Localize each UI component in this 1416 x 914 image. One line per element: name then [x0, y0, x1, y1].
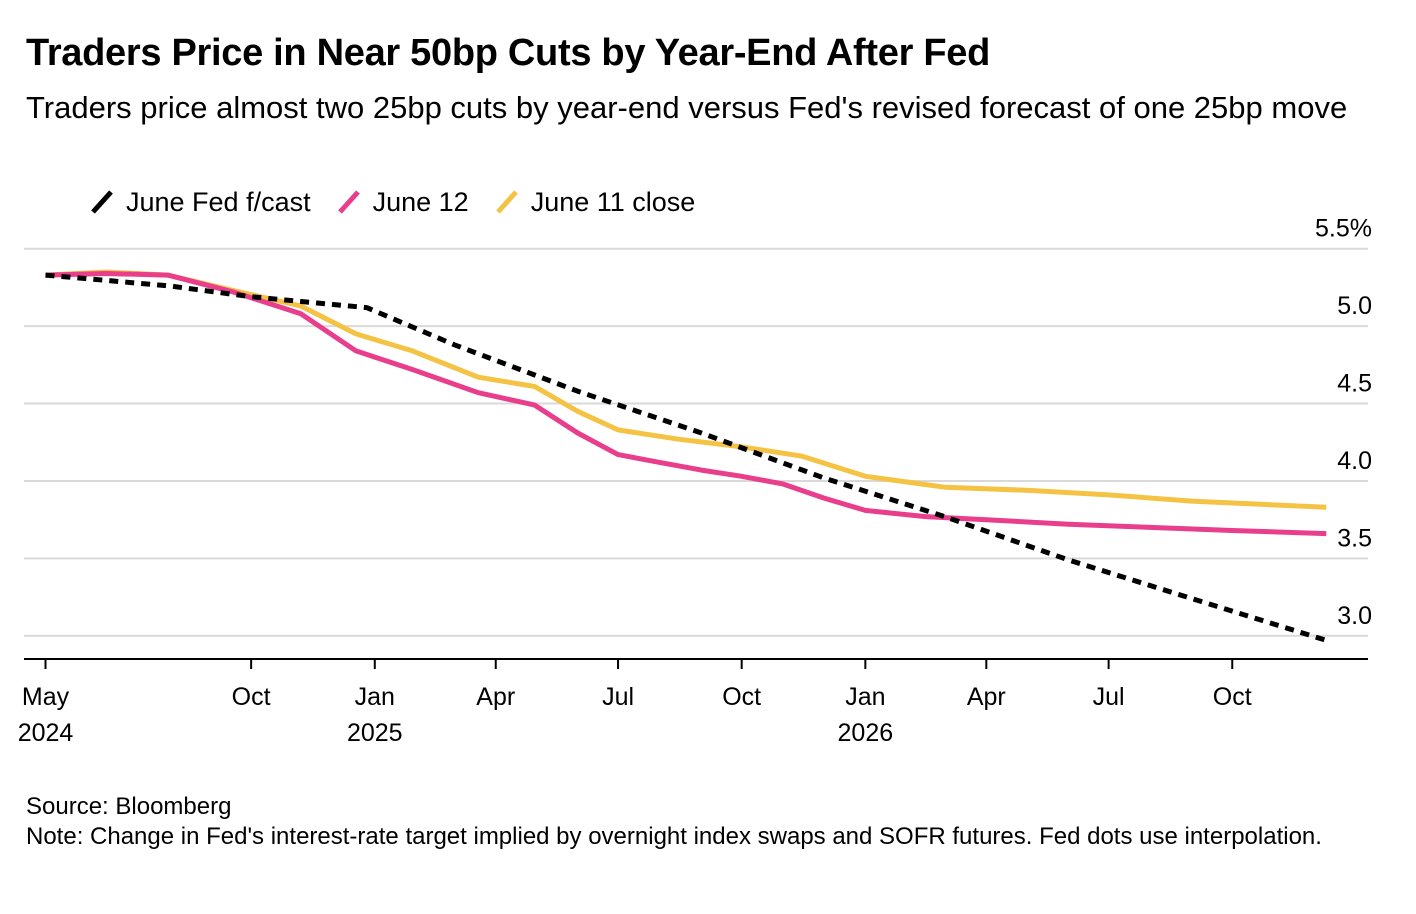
footer: Source: Bloomberg Note: Change in Fed's …	[26, 792, 1396, 852]
chart-subtitle: Traders price almost two 25bp cuts by ye…	[26, 90, 1348, 125]
x-tick-label: Jan	[355, 683, 395, 711]
y-tick-label: 5.0	[1337, 292, 1372, 320]
x-axis: May 2024 Oct Jan 2025 Apr Jul Oct Jan 2026 Apr Jul O…	[18, 658, 1368, 747]
source-note: Source: Bloomberg	[26, 793, 232, 820]
y-axis-labels: 5.5% 5.0 4.5 4.0 3.5 3.0	[1315, 215, 1372, 630]
legend-swatch-fed-forecast	[91, 190, 113, 214]
x-tick-year-label: 2026	[838, 719, 894, 747]
legend-item-june-11-close: June 11 close	[493, 186, 696, 218]
x-tick-label: Oct	[722, 683, 761, 711]
x-tick-label: Oct	[232, 683, 271, 711]
legend-swatch-june-12	[337, 190, 360, 214]
series-line-june-fed-f-cast	[45, 272, 1328, 643]
x-tick-label: Apr	[476, 683, 515, 711]
series-line-june-11-close	[45, 269, 1327, 510]
y-tick-label: 4.0	[1337, 447, 1372, 475]
legend: June Fed f/cast June 12 June 11 close	[88, 182, 719, 222]
y-tick-label: 3.0	[1337, 602, 1372, 630]
x-tick-label: Apr	[967, 683, 1006, 711]
legend-item-fed-forecast: June Fed f/cast	[88, 187, 311, 218]
legend-label-june-12: June 12	[372, 186, 469, 217]
y-tick-label: 5.5%	[1315, 215, 1372, 243]
x-tick-label: May	[22, 683, 70, 711]
y-tick-label: 4.5	[1337, 370, 1372, 398]
legend-label-june-11-close: June 11 close	[530, 186, 696, 217]
legend-label-fed-forecast: June Fed f/cast	[126, 186, 311, 217]
legend-mark-june-11-close	[495, 190, 518, 214]
x-tick-year-label: 2025	[347, 719, 403, 747]
y-tick-label: 3.5	[1337, 524, 1372, 552]
x-tick-year-label: 2024	[18, 719, 74, 747]
x-tick-label: Jan	[845, 683, 885, 711]
methodology-note: Note: Change in Fed's interest-rate targ…	[26, 823, 1322, 850]
x-tick-label: Jul	[602, 683, 634, 711]
chart-title: Traders Price in Near 50bp Cuts by Year-…	[26, 32, 990, 74]
legend-mark-june-12	[337, 190, 360, 214]
legend-item-june-12: June 12	[335, 187, 469, 218]
x-tick-label: Jul	[1093, 683, 1125, 711]
series-lines	[45, 269, 1328, 643]
legend-swatch-june-11-close	[495, 190, 518, 214]
x-tick-label: Oct	[1213, 683, 1252, 711]
legend-mark-fed-forecast	[91, 190, 113, 214]
gridlines	[24, 247, 1368, 637]
series-line-june-12	[45, 271, 1327, 537]
